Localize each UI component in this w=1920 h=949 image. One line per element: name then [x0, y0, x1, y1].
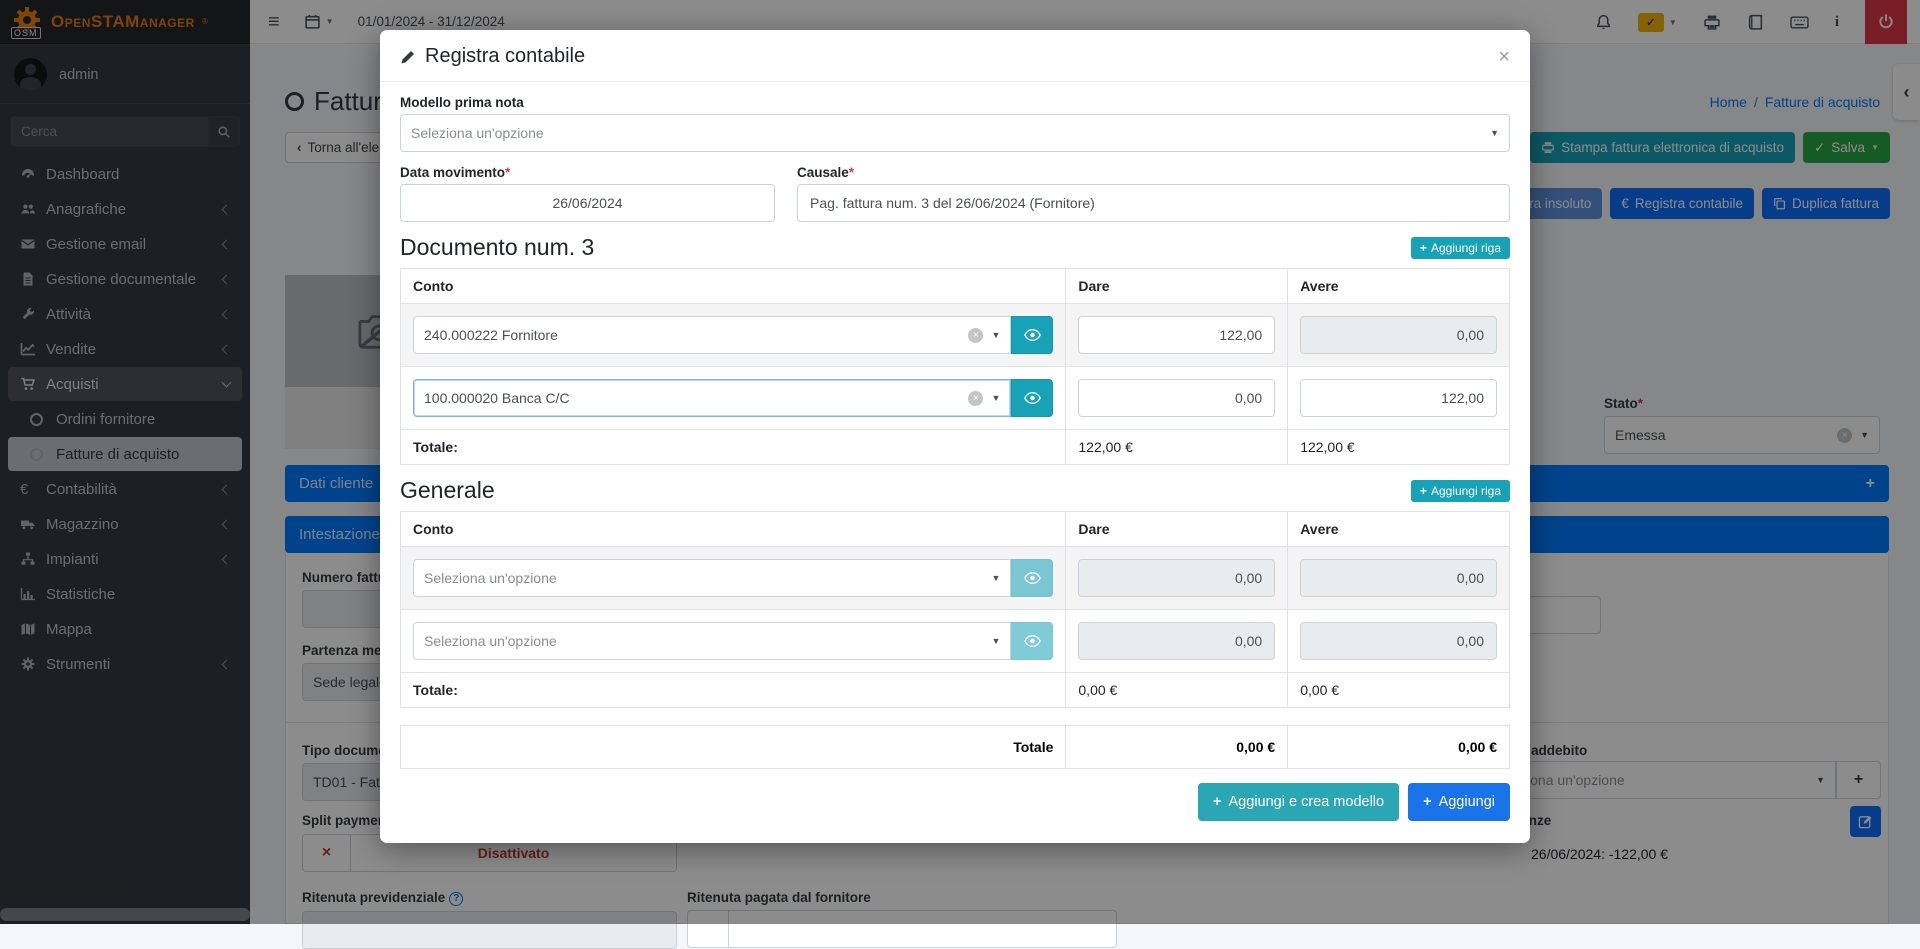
- grand-total-dare: 0,00 €: [1066, 726, 1288, 769]
- pencil-icon: [400, 49, 416, 65]
- add-row-generale-button[interactable]: + Aggiungi riga: [1411, 480, 1510, 502]
- view-account-button[interactable]: [1011, 379, 1053, 417]
- grand-total-avere: 0,00 €: [1288, 726, 1510, 769]
- data-movimento-label: Data movimento*: [400, 165, 775, 180]
- avere-input: [1300, 316, 1497, 354]
- select-caret-icon: ▼: [991, 636, 1000, 646]
- modello-prima-nota-label: Modello prima nota: [400, 95, 1510, 110]
- total-dare: 122,00 €: [1066, 430, 1288, 465]
- plus-icon: +: [1213, 794, 1221, 810]
- grand-total-label: Totale: [401, 726, 1066, 769]
- eye-icon: [1024, 571, 1041, 585]
- grand-total-row: Totale 0,00 € 0,00 €: [401, 726, 1510, 769]
- eye-icon: [1024, 391, 1041, 405]
- col-header-conto: Conto: [401, 269, 1066, 304]
- generale-section-heading: Generale: [400, 477, 495, 504]
- causale-input[interactable]: [797, 184, 1510, 222]
- data-movimento-input[interactable]: [400, 184, 775, 222]
- add-row-documento-button[interactable]: + Aggiungi riga: [1411, 237, 1510, 259]
- dare-input[interactable]: [1078, 316, 1275, 354]
- dare-input[interactable]: [1078, 379, 1275, 417]
- total-avere: 0,00 €: [1288, 673, 1510, 708]
- col-header-dare: Dare: [1066, 512, 1288, 547]
- modal-title: Registra contabile: [400, 45, 585, 68]
- table-row: Seleziona un'opzione ▼: [401, 610, 1510, 673]
- documento-section-heading: Documento num. 3: [400, 234, 594, 261]
- view-account-button[interactable]: [1011, 316, 1053, 354]
- total-row: Totale: 0,00 € 0,00 €: [401, 673, 1510, 708]
- grand-total-table: Totale 0,00 € 0,00 €: [400, 725, 1510, 769]
- table-row: 240.000222 Fornitore × ▼: [401, 304, 1510, 367]
- table-row: Seleziona un'opzione ▼: [401, 547, 1510, 610]
- conto-select[interactable]: 100.000020 Banca C/C × ▼: [413, 379, 1011, 417]
- causale-label: Causale*: [797, 165, 1510, 180]
- col-header-conto: Conto: [401, 512, 1066, 547]
- conto-select[interactable]: 240.000222 Fornitore × ▼: [413, 316, 1011, 354]
- avere-input: [1300, 559, 1497, 597]
- modello-prima-nota-select[interactable]: Seleziona un'opzione ▼: [400, 114, 1510, 152]
- aggiungi-button[interactable]: + Aggiungi: [1408, 783, 1510, 821]
- registra-contabile-modal: Registra contabile × Modello prima nota …: [380, 30, 1530, 843]
- avere-input: [1300, 622, 1497, 660]
- select-caret-icon: ▼: [1490, 128, 1499, 138]
- dare-input: [1078, 622, 1275, 660]
- select-caret-icon: ▼: [991, 573, 1000, 583]
- plus-icon: +: [1420, 241, 1427, 255]
- col-header-avere: Avere: [1288, 269, 1510, 304]
- conto-select[interactable]: Seleziona un'opzione ▼: [413, 622, 1011, 660]
- dare-input: [1078, 559, 1275, 597]
- total-avere: 122,00 €: [1288, 430, 1510, 465]
- total-dare: 0,00 €: [1066, 673, 1288, 708]
- eye-icon: [1024, 634, 1041, 648]
- clear-icon[interactable]: ×: [968, 328, 983, 343]
- plus-icon: +: [1423, 794, 1431, 810]
- plus-icon: +: [1420, 484, 1427, 498]
- view-account-button[interactable]: [1011, 622, 1053, 660]
- clear-icon[interactable]: ×: [968, 391, 983, 406]
- aggiungi-crea-modello-button[interactable]: + Aggiungi e crea modello: [1198, 783, 1399, 821]
- table-row: 100.000020 Banca C/C × ▼: [401, 367, 1510, 430]
- col-header-dare: Dare: [1066, 269, 1288, 304]
- select-caret-icon: ▼: [991, 393, 1000, 403]
- documento-table: Conto Dare Avere 240.000222 Fornitore × …: [400, 268, 1510, 465]
- total-label: Totale:: [401, 673, 1066, 708]
- eye-icon: [1024, 328, 1041, 342]
- total-row: Totale: 122,00 € 122,00 €: [401, 430, 1510, 465]
- col-header-avere: Avere: [1288, 512, 1510, 547]
- view-account-button[interactable]: [1011, 559, 1053, 597]
- avere-input[interactable]: [1300, 379, 1497, 417]
- close-icon[interactable]: ×: [1498, 47, 1510, 67]
- total-label: Totale:: [401, 430, 1066, 465]
- select-caret-icon: ▼: [991, 330, 1000, 340]
- generale-table: Conto Dare Avere Seleziona un'opzione ▼: [400, 511, 1510, 708]
- conto-select[interactable]: Seleziona un'opzione ▼: [413, 559, 1011, 597]
